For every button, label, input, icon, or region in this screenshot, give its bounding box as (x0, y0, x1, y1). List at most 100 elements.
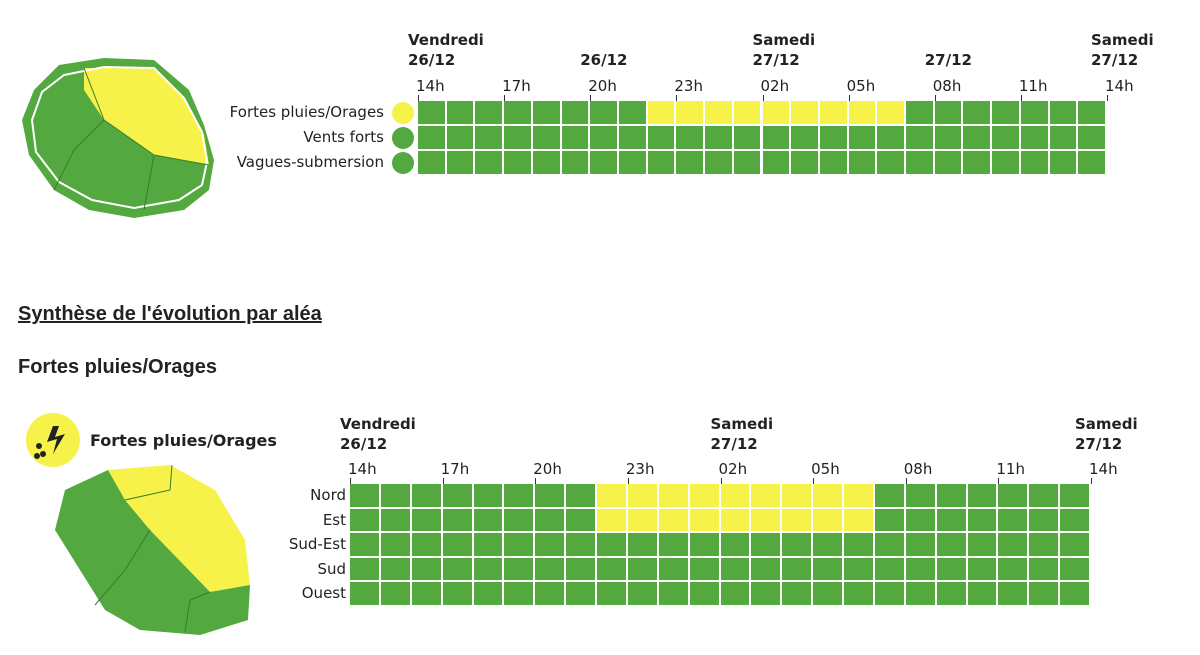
date-label: 26/12 (580, 51, 628, 69)
heatmap-cell (689, 484, 719, 507)
heatmap-cell (566, 508, 595, 531)
heatmap-cell (906, 126, 933, 149)
date-label: Samedi 27/12 (710, 415, 774, 453)
heatmap-cell (874, 557, 904, 580)
heatmap-cell (658, 582, 688, 605)
row-label: Ouest (301, 584, 346, 602)
heatmap-cell (782, 557, 812, 580)
heatmap-cell (936, 582, 966, 605)
heatmap-cell (1060, 557, 1089, 580)
heatmap-cell (819, 151, 847, 174)
heatmap-cell (934, 101, 962, 124)
heatmap-cell (446, 151, 474, 174)
heatmap-cell (535, 508, 565, 531)
heatmap-cell (813, 582, 842, 605)
heatmap-cell (705, 151, 732, 174)
heatmap-cell (1029, 582, 1059, 605)
heatmap-cell (627, 484, 657, 507)
heatmap-cell (844, 508, 873, 531)
x-tick-label: 11h (1018, 77, 1048, 95)
heatmap-cell (1078, 151, 1105, 174)
heatmap-cell (411, 484, 441, 507)
heatmap-cell (1029, 533, 1059, 556)
chart-phenomenes: Vendredi 26/12 26/12 Samedi 27/12 27/12 Same… (0, 0, 1200, 200)
heatmap-cell (350, 582, 379, 605)
heatmap-cell (442, 582, 472, 605)
heatmap-cell (905, 582, 935, 605)
heatmap-cell (1078, 101, 1105, 124)
x-tick-label: 05h (811, 460, 840, 478)
heatmap-cell (658, 533, 688, 556)
heatmap-cell (647, 101, 675, 124)
x-tick (848, 95, 850, 101)
heatmap-cell (597, 484, 626, 507)
date-label: Samedi 27/12 (752, 31, 816, 69)
heatmap-cell (411, 508, 441, 531)
heatmap-cell (597, 508, 626, 531)
heatmap-cell (733, 126, 761, 149)
heatmap-cell (967, 484, 997, 507)
heatmap-cell (733, 101, 761, 124)
x-tick (535, 478, 537, 484)
heatmap-cell (532, 126, 560, 149)
heatmap-cell (813, 508, 842, 531)
heatmap-cell (475, 126, 503, 149)
heatmap-cell (874, 533, 904, 556)
heatmap-cell (751, 508, 781, 531)
heatmap-cell (967, 557, 997, 580)
heatmap-cell (647, 151, 675, 174)
heatmap-cell (627, 557, 657, 580)
x-tick (350, 478, 351, 484)
heatmap-cell (350, 508, 379, 531)
x-tick-label: 17h (502, 77, 531, 95)
heatmap-cell (874, 484, 904, 507)
date-label: Vendredi 26/12 (408, 31, 484, 69)
x-tick-label: 02h (718, 460, 748, 478)
heatmap-cell (597, 582, 626, 605)
heatmap-cell (934, 126, 962, 149)
heatmap-cell (905, 508, 935, 531)
x-tick (905, 478, 907, 484)
x-tick (1020, 95, 1022, 101)
heatmap-cell (590, 126, 617, 149)
heatmap-cell (689, 508, 719, 531)
heatmap-cell (566, 484, 595, 507)
heatmap-cell (442, 533, 472, 556)
date-label: Samedi 27/12 (1075, 415, 1138, 453)
heatmap-cell (380, 582, 410, 605)
heatmap-cell (751, 582, 781, 605)
heatmap-cell (934, 151, 962, 174)
x-tick-label: 14h (1089, 460, 1118, 478)
heatmap-cell (689, 582, 719, 605)
subsection-title: Fortes pluies/Orages (18, 356, 217, 378)
heatmap-cell (442, 484, 472, 507)
heatmap-cell (1020, 151, 1048, 174)
heatmap-cell (967, 582, 997, 605)
x-tick (998, 478, 1000, 484)
heatmap-cell (380, 557, 410, 580)
heatmap-cell (905, 533, 935, 556)
heatmap-cell (597, 533, 626, 556)
heatmap-cell (535, 582, 565, 605)
heatmap-cell (689, 533, 719, 556)
row-label: Sud (317, 559, 346, 578)
heatmap-cell (762, 151, 790, 174)
heatmap-cell (418, 101, 445, 124)
x-tick-label: 14h (416, 77, 445, 95)
heatmap-cell (535, 533, 565, 556)
date-label: Vendredi 26/12 (340, 415, 416, 453)
heatmap-cell (998, 508, 1028, 531)
heatmap-cell (380, 508, 410, 531)
heatmap-cell (844, 582, 873, 605)
heatmap-cell (561, 126, 589, 149)
heatmap-cell (504, 533, 534, 556)
heatmap-cell (380, 533, 410, 556)
heatmap-cell (1020, 101, 1048, 124)
heatmap-cell (473, 484, 503, 507)
heatmap-cell (411, 582, 441, 605)
heatmap-cell (504, 582, 534, 605)
row-label: Vents forts (303, 128, 384, 146)
heatmap-cell (1029, 557, 1059, 580)
heatmap-cell (532, 151, 560, 174)
